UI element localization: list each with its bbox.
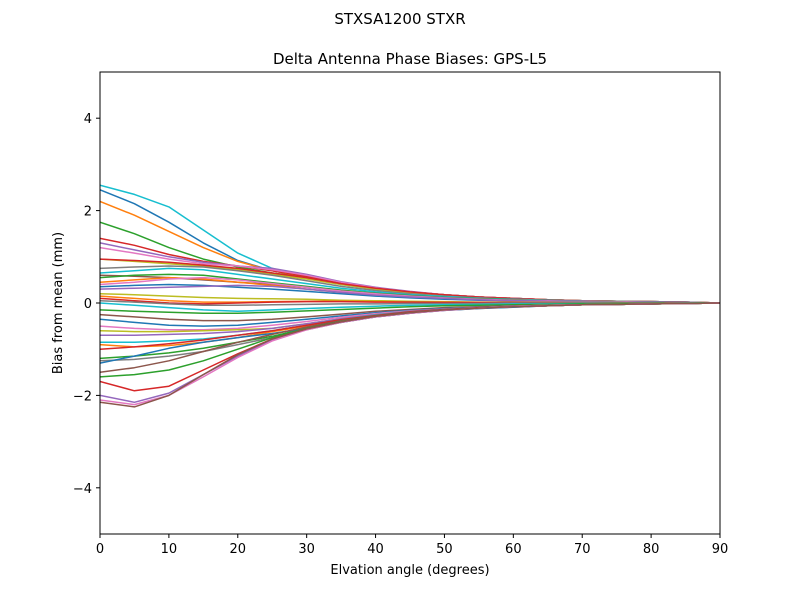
- x-tick-label: 90: [712, 542, 729, 557]
- y-tick-label: 4: [84, 112, 92, 127]
- series-line-14: [100, 276, 720, 304]
- series-line-12: [100, 274, 720, 304]
- y-axis-label: Bias from mean (mm): [51, 232, 66, 374]
- x-tick-label: 20: [230, 542, 247, 557]
- y-tick-label: −2: [73, 389, 92, 404]
- y-tick-label: −4: [73, 482, 92, 497]
- x-tick-label: 0: [96, 542, 104, 557]
- series-line-37: [100, 302, 720, 392]
- series-line-23: [100, 302, 720, 314]
- x-tick-label: 80: [643, 542, 660, 557]
- chart-title: Delta Antenna Phase Biases: GPS-L5: [273, 50, 547, 68]
- x-tick-label: 70: [574, 542, 591, 557]
- x-tick-label: 10: [161, 542, 178, 557]
- series-line-40: [100, 302, 720, 408]
- x-tick-label: 50: [436, 542, 453, 557]
- y-axis: −4 −2 0 2 4: [73, 112, 100, 497]
- figure-suptitle: STXSA1200 STXR: [334, 10, 465, 28]
- x-tick-label: 30: [298, 542, 315, 557]
- y-tick-label: 0: [84, 297, 92, 312]
- series-group: [100, 184, 720, 408]
- series-line-3: [100, 200, 720, 304]
- x-axis-label: Elvation angle (degrees): [330, 563, 489, 578]
- series-line-15: [100, 276, 720, 304]
- x-tick-label: 60: [505, 542, 522, 557]
- y-tick-label: 2: [84, 205, 92, 220]
- plot-area: [99, 71, 721, 535]
- x-axis: 0 10 20 30 40 50 60 70 80 90: [96, 534, 728, 557]
- x-tick-label: 40: [367, 542, 384, 557]
